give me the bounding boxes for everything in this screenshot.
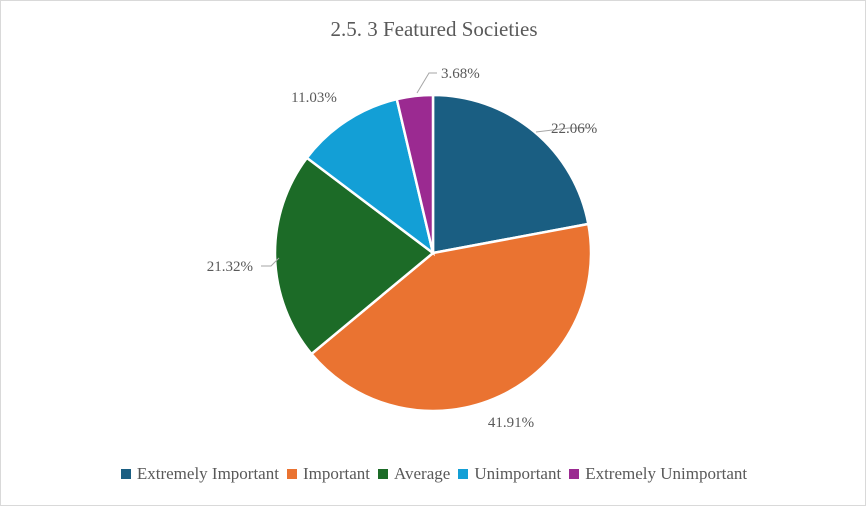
leader-line-average [261,257,280,267]
legend-label: Important [302,464,370,483]
pie-slice-important [309,222,593,413]
legend-label: Average [394,464,451,483]
legend-swatch-average [378,469,388,479]
data-label-extremely-unimportant: 3.68% [441,66,480,82]
chart-title: 2.5. 3 Featured Societies [330,17,538,41]
legend-label: Unimportant [474,464,562,483]
legend-swatch-unimportant [458,469,469,479]
pie-slice-average [273,156,436,356]
legend-item-unimportant: Unimportant [458,464,561,484]
legend-item-average: Average [378,464,450,484]
pie-slice-unimportant [305,97,436,257]
data-label-important: 41.91% [488,415,534,431]
data-label-extremely-important: 22.06% [551,121,597,137]
legend-swatch-important [286,469,297,479]
pie-slice-extremely-important [431,93,590,255]
leader-line-extremely-unimportant [416,72,437,94]
legend-label: Extremely Unimportant [585,464,748,483]
legend-label: Extremely Important [136,464,279,483]
legend: Extremely Important Important Average Unimp… [1,464,866,484]
leader-line-extremely-important [535,127,591,133]
pie-slice-extremely-unimportant [395,93,435,254]
legend-item-extremely-important: Extremely Important [120,464,279,484]
data-label-average: 21.32% [207,259,253,275]
legend-swatch-extremely-unimportant [569,469,580,479]
legend-swatch-extremely-important [120,469,131,479]
legend-item-important: Important [286,464,370,484]
data-label-unimportant: 11.03% [291,90,337,106]
legend-item-extremely-unimportant: Extremely Unimportant [569,464,747,484]
